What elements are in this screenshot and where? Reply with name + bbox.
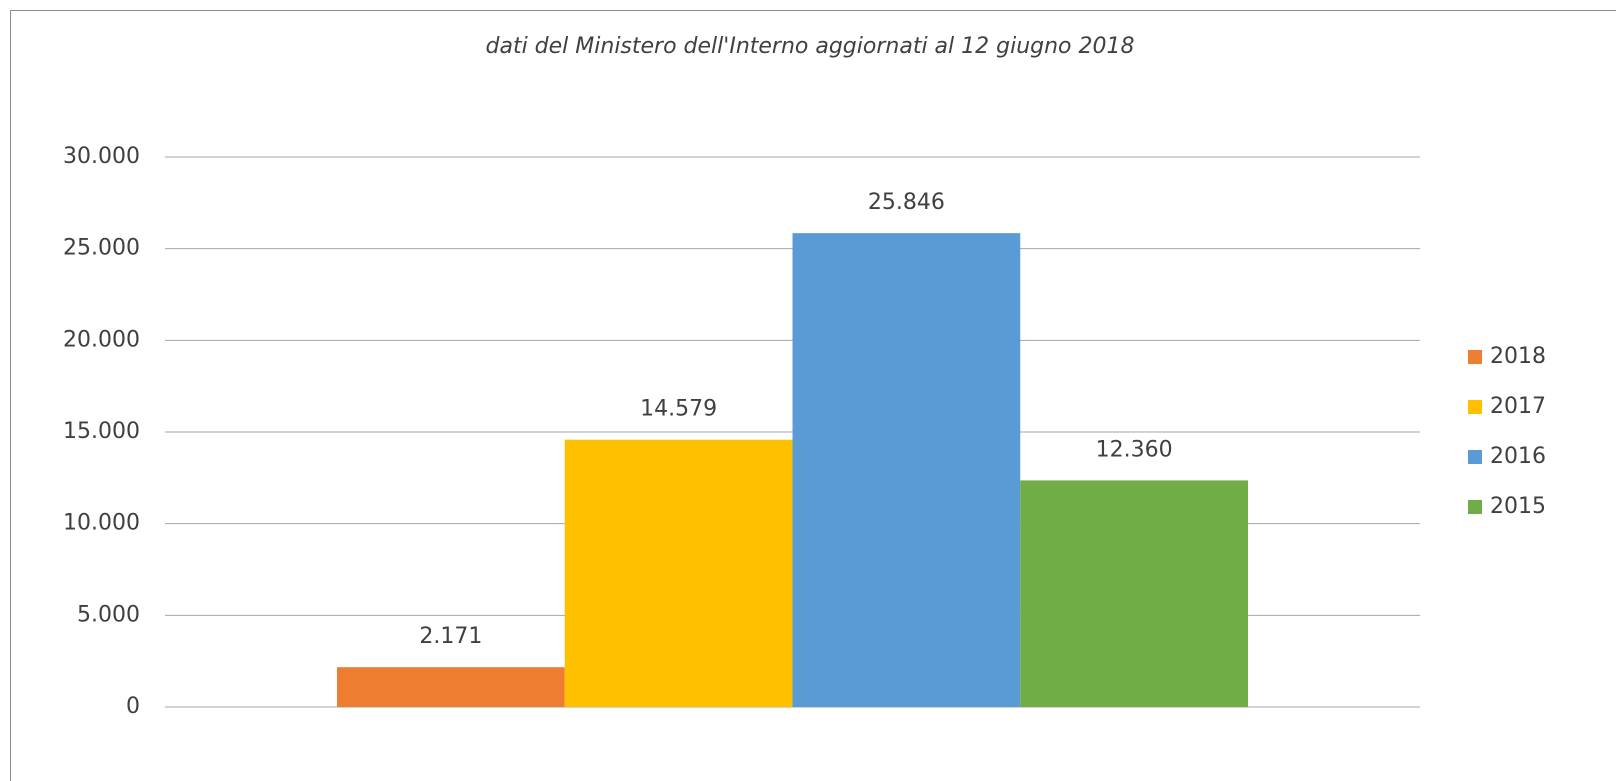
legend-label: 2017 (1490, 394, 1546, 419)
y-tick-label: 5.000 (77, 602, 140, 627)
legend-label: 2018 (1490, 344, 1546, 369)
data-label: 25.846 (868, 190, 945, 215)
bar (564, 439, 793, 707)
y-tick-label: 15.000 (63, 419, 140, 444)
y-tick-label: 25.000 (63, 236, 140, 261)
y-tick-label: 20.000 (63, 327, 140, 352)
legend-swatch (1468, 500, 1482, 514)
bar (1020, 480, 1249, 707)
legend-label: 2015 (1490, 494, 1546, 519)
data-label: 14.579 (640, 397, 717, 422)
data-label: 12.360 (1096, 437, 1173, 462)
legend-swatch (1468, 400, 1482, 414)
legend-swatch (1468, 450, 1482, 464)
bar (336, 667, 565, 707)
chart-title: dati del Ministero dell'Interno aggiorna… (486, 34, 1135, 59)
data-label: 2.171 (419, 624, 482, 649)
legend-swatch (1468, 350, 1482, 364)
legend-label: 2016 (1490, 444, 1546, 469)
y-tick-label: 10.000 (63, 511, 140, 536)
bar (792, 233, 1021, 707)
y-tick-label: 0 (126, 694, 140, 719)
y-tick-label: 30.000 (63, 144, 140, 169)
